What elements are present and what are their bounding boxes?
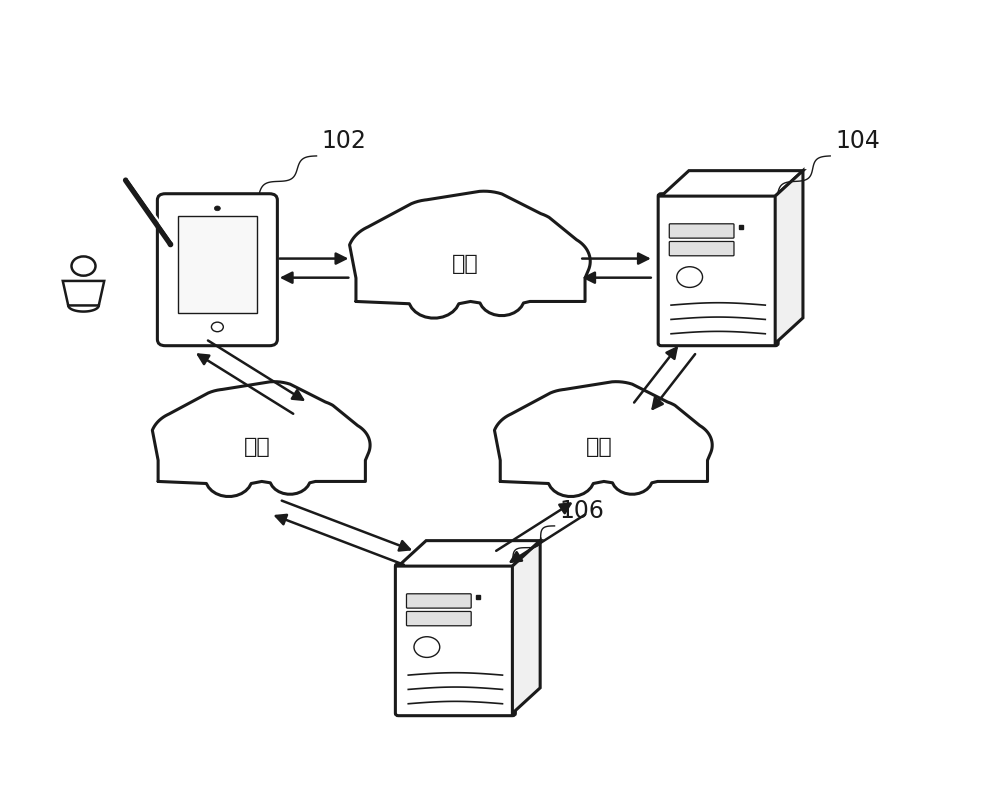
Polygon shape xyxy=(350,192,590,319)
Text: 网络: 网络 xyxy=(586,437,613,457)
FancyBboxPatch shape xyxy=(658,194,778,346)
Text: 网络: 网络 xyxy=(244,437,270,457)
Circle shape xyxy=(211,323,223,332)
Bar xyxy=(178,216,257,314)
Polygon shape xyxy=(775,172,803,344)
FancyBboxPatch shape xyxy=(406,612,471,626)
Polygon shape xyxy=(152,382,370,497)
FancyBboxPatch shape xyxy=(395,564,515,715)
Text: 102: 102 xyxy=(322,128,366,153)
Text: 106: 106 xyxy=(560,499,604,522)
Polygon shape xyxy=(494,382,712,497)
Circle shape xyxy=(214,206,220,211)
Circle shape xyxy=(677,267,703,288)
FancyBboxPatch shape xyxy=(669,243,734,256)
Polygon shape xyxy=(512,541,540,713)
Text: 网络: 网络 xyxy=(452,254,479,274)
FancyBboxPatch shape xyxy=(669,225,734,238)
Polygon shape xyxy=(398,541,540,566)
Polygon shape xyxy=(661,172,803,197)
Circle shape xyxy=(414,637,440,658)
Circle shape xyxy=(72,257,95,276)
Text: 104: 104 xyxy=(835,128,880,153)
Polygon shape xyxy=(63,282,104,306)
FancyBboxPatch shape xyxy=(406,594,471,609)
FancyBboxPatch shape xyxy=(157,194,277,346)
